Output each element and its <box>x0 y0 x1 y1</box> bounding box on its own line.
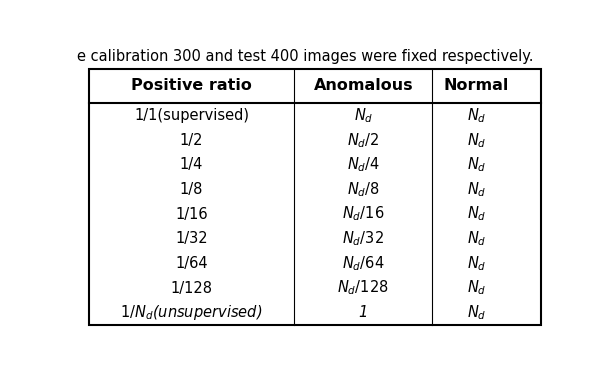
Text: $N_d$: $N_d$ <box>467 229 486 248</box>
Text: $1/N_d$(unsupervised): $1/N_d$(unsupervised) <box>120 303 263 322</box>
Text: $N_d/4$: $N_d/4$ <box>347 155 380 174</box>
Text: 1/16: 1/16 <box>175 206 208 222</box>
Text: $N_d$: $N_d$ <box>467 303 486 322</box>
Text: $N_d/8$: $N_d/8$ <box>347 180 379 199</box>
Text: $N_d/16$: $N_d/16$ <box>342 205 384 223</box>
Text: $N_d$: $N_d$ <box>467 254 486 273</box>
Text: 1: 1 <box>359 305 368 320</box>
Text: $N_d$: $N_d$ <box>467 155 486 174</box>
Text: $N_d/64$: $N_d/64$ <box>342 254 384 273</box>
Text: Normal: Normal <box>443 78 509 93</box>
Text: $N_d/32$: $N_d/32$ <box>342 229 384 248</box>
Text: Anomalous: Anomalous <box>314 78 413 93</box>
Text: $N_d$: $N_d$ <box>467 106 486 125</box>
Text: 1/4: 1/4 <box>180 157 203 172</box>
Text: 1/1(supervised): 1/1(supervised) <box>134 108 249 123</box>
Text: $N_d/2$: $N_d/2$ <box>347 131 379 149</box>
Text: Positive ratio: Positive ratio <box>131 78 252 93</box>
Text: $N_d$: $N_d$ <box>467 205 486 223</box>
Text: e calibration 300 and test 400 images were fixed respectively.: e calibration 300 and test 400 images we… <box>77 49 533 64</box>
Text: 1/128: 1/128 <box>171 280 212 296</box>
Text: $N_d$: $N_d$ <box>354 106 373 125</box>
Text: $N_d$: $N_d$ <box>467 279 486 297</box>
Text: $N_d$: $N_d$ <box>467 131 486 149</box>
Text: 1/2: 1/2 <box>180 133 203 148</box>
Text: 1/8: 1/8 <box>180 182 203 197</box>
Text: $N_d/128$: $N_d/128$ <box>338 279 389 297</box>
Text: 1/64: 1/64 <box>175 256 208 271</box>
Text: $N_d$: $N_d$ <box>467 180 486 199</box>
Text: 1/32: 1/32 <box>175 231 208 246</box>
